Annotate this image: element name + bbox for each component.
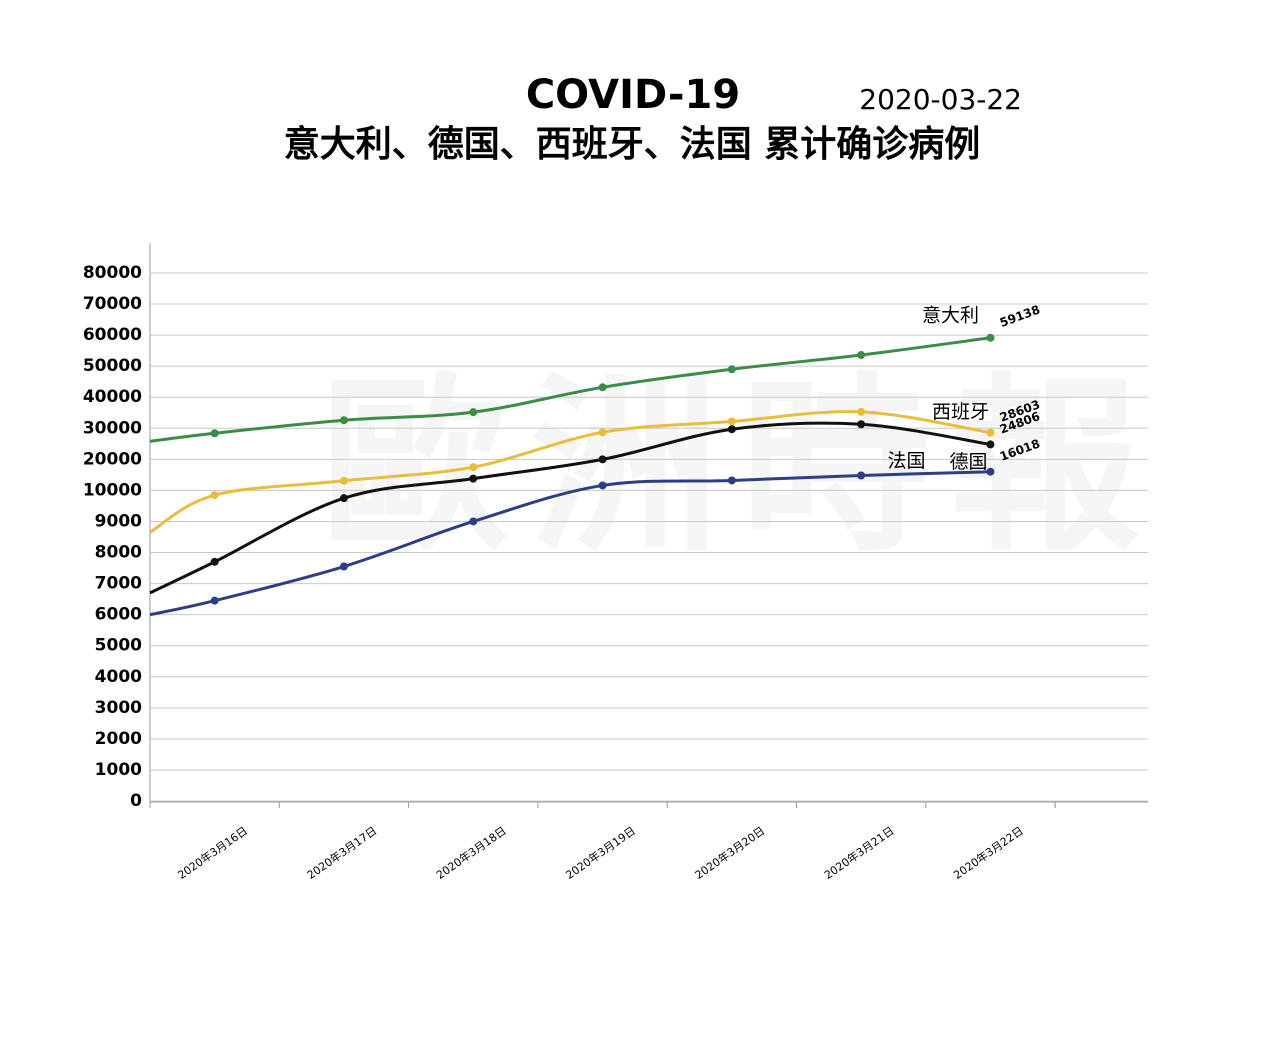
point <box>469 408 478 417</box>
point <box>469 474 478 483</box>
y-tick-label: 8000 <box>95 543 142 563</box>
point <box>986 440 995 449</box>
x-tick-label: 2020年3月19日 <box>563 823 638 882</box>
point <box>857 471 866 480</box>
point <box>986 428 995 437</box>
y-tick-label: 60000 <box>83 325 142 345</box>
series-line <box>149 410 991 534</box>
chart-date: 2020-03-22 <box>859 83 1022 116</box>
y-tick-label: 7000 <box>95 574 142 594</box>
point <box>469 517 478 526</box>
point <box>598 428 607 437</box>
point <box>857 407 866 416</box>
series-name: 德国 <box>949 451 987 473</box>
y-tick-label: 9000 <box>95 511 142 531</box>
point <box>857 350 866 359</box>
series-line <box>149 336 991 443</box>
series-name: 意大利 <box>922 304 979 326</box>
point <box>598 481 607 490</box>
x-tick-label: 2020年3月18日 <box>433 823 508 882</box>
x-tick-label: 2020年3月17日 <box>304 823 379 882</box>
y-tick-label: 6000 <box>95 605 142 625</box>
y-tick-label: 5000 <box>95 636 142 656</box>
point <box>986 333 995 342</box>
x-tick-label: 2020年3月16日 <box>175 823 250 882</box>
y-tick-label: 1000 <box>95 760 142 780</box>
point <box>598 455 607 464</box>
y-tick-label: 2000 <box>95 729 142 749</box>
series-name: 西班牙 <box>932 401 989 423</box>
point <box>210 596 219 605</box>
y-tick-label: 4000 <box>95 667 142 687</box>
y-tick-label: 10000 <box>83 480 142 500</box>
point <box>727 365 736 374</box>
point <box>339 476 348 485</box>
point <box>727 425 736 434</box>
y-tick-label: 40000 <box>83 387 142 407</box>
y-tick-label: 30000 <box>83 418 142 438</box>
y-tick-label: 80000 <box>83 263 142 283</box>
y-tick-label: 3000 <box>95 698 142 718</box>
point <box>469 463 478 472</box>
series-line <box>149 470 991 617</box>
point <box>598 383 607 392</box>
point <box>210 557 219 566</box>
point <box>727 417 736 426</box>
x-tick-label: 2020年3月20日 <box>692 823 767 882</box>
x-tick-label: 2020年3月22日 <box>951 823 1026 882</box>
point <box>857 420 866 429</box>
point <box>339 562 348 571</box>
point <box>210 429 219 438</box>
y-tick-label: 50000 <box>83 356 142 376</box>
y-tick-label: 0 <box>130 791 142 811</box>
point <box>210 491 219 500</box>
series-line <box>149 421 991 595</box>
point <box>986 467 995 476</box>
y-tick-label: 70000 <box>83 294 142 314</box>
value-label: 59138 <box>998 302 1042 329</box>
point <box>339 416 348 425</box>
point <box>727 476 736 485</box>
series-name: 法国 <box>887 450 925 472</box>
chart-title: COVID-19 <box>526 72 740 118</box>
point <box>339 494 348 503</box>
x-tick-label: 2020年3月21日 <box>821 823 896 882</box>
y-tick-label: 20000 <box>83 449 142 469</box>
chart-subtitle: 意大利、德国、西班牙、法国 累计确诊病例 <box>284 124 981 165</box>
watermark: 歐洲時報 <box>320 356 1160 577</box>
